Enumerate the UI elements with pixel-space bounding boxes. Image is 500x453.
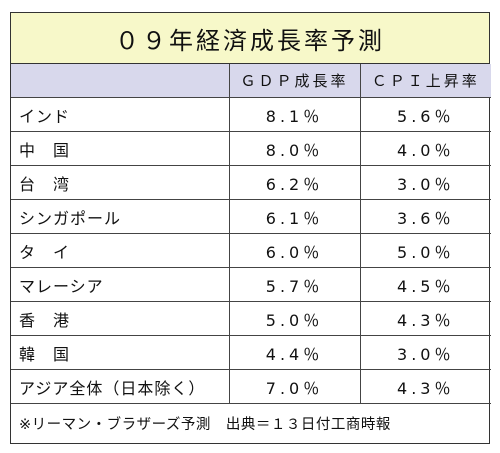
table-row: 台 湾 6.2％ 3.0％ — [11, 165, 491, 200]
cpi-value: 5.0％ — [359, 233, 491, 268]
forecast-table-panel: ０９年経済成長率予測 ＧＤＰ成長率 ＣＰＩ上昇率 インド 8.1％ 5.6％ 中… — [10, 12, 491, 444]
country-name: アジア全体（日本除く） — [11, 369, 230, 404]
country-name: タ イ — [11, 233, 230, 268]
forecast-table: ＧＤＰ成長率 ＣＰＩ上昇率 インド 8.1％ 5.6％ 中 国 8.0％ 4.0… — [11, 64, 491, 404]
table-row: アジア全体（日本除く） 7.0％ 4.3％ — [11, 369, 491, 404]
country-name: インド — [11, 97, 230, 132]
gdp-value: 4.4％ — [228, 335, 361, 370]
gdp-value: 8.0％ — [228, 131, 361, 166]
country-name: 台 湾 — [11, 165, 230, 200]
country-name: シンガポール — [11, 199, 230, 234]
country-name: 中 国 — [11, 131, 230, 166]
gdp-value: 6.1％ — [228, 199, 361, 234]
table-row: 韓 国 4.4％ 3.0％ — [11, 335, 491, 370]
cpi-value: 3.0％ — [359, 165, 491, 200]
cpi-value: 3.6％ — [359, 199, 491, 234]
table-title: ０９年経済成長率予測 — [11, 13, 489, 64]
gdp-value: 6.0％ — [228, 233, 361, 268]
gdp-value: 5.0％ — [228, 301, 361, 336]
header-row: ＧＤＰ成長率 ＣＰＩ上昇率 — [11, 64, 491, 98]
gdp-value: 6.2％ — [228, 165, 361, 200]
gdp-value: 8.1％ — [228, 97, 361, 132]
cpi-value: 4.3％ — [359, 369, 491, 404]
country-name: 香 港 — [11, 301, 230, 336]
table-row: インド 8.1％ 5.6％ — [11, 97, 491, 132]
header-gdp: ＧＤＰ成長率 — [228, 64, 361, 98]
table-row: 香 港 5.0％ 4.3％ — [11, 301, 491, 336]
cpi-value: 4.5％ — [359, 267, 491, 302]
table-row: マレーシア 5.7％ 4.5％ — [11, 267, 491, 302]
cpi-value: 4.3％ — [359, 301, 491, 336]
table-row: 中 国 8.0％ 4.0％ — [11, 131, 491, 166]
country-name: マレーシア — [11, 267, 230, 302]
gdp-value: 7.0％ — [228, 369, 361, 404]
header-country — [11, 64, 230, 98]
header-cpi: ＣＰＩ上昇率 — [359, 64, 491, 98]
cpi-value: 4.0％ — [359, 131, 491, 166]
table-row: シンガポール 6.1％ 3.6％ — [11, 199, 491, 234]
table-row: タ イ 6.0％ 5.0％ — [11, 233, 491, 268]
country-name: 韓 国 — [11, 335, 230, 370]
gdp-value: 5.7％ — [228, 267, 361, 302]
cpi-value: 3.0％ — [359, 335, 491, 370]
cpi-value: 5.6％ — [359, 97, 491, 132]
source-footnote: ※リーマン・ブラザーズ予測 出典＝１３日付工商時報 — [19, 416, 391, 433]
